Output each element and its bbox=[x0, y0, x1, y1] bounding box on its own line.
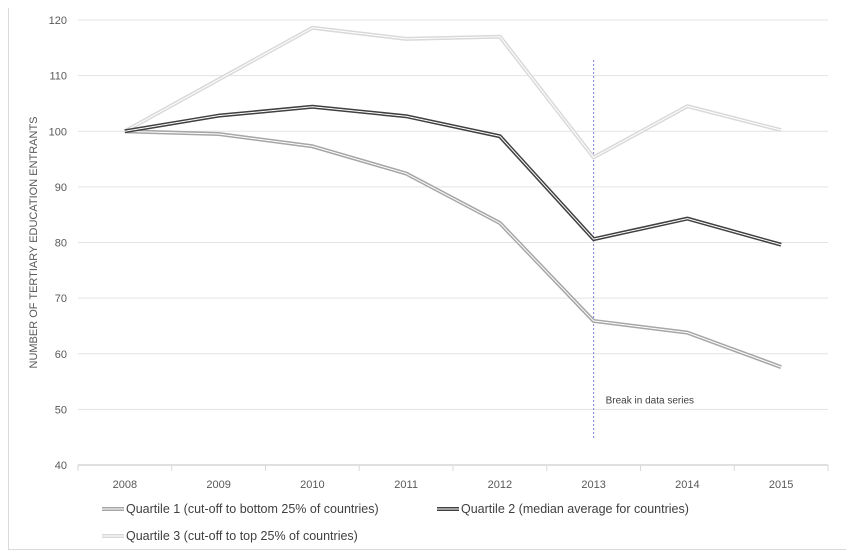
y-tick-label: 120 bbox=[49, 15, 67, 27]
y-tick-label: 100 bbox=[49, 126, 67, 138]
y-tick-label: 70 bbox=[55, 293, 67, 305]
legend: Quartile 1 (cut-off to bottom 25% of cou… bbox=[102, 502, 689, 543]
series-1 bbox=[124, 129, 782, 369]
legend-item: Quartile 3 (cut-off to top 25% of countr… bbox=[102, 529, 358, 543]
y-tick-labels: 40 50 60 70 80 90 100 110 120 bbox=[49, 15, 67, 472]
y-tick-label: 90 bbox=[55, 182, 67, 194]
chart-frame bbox=[8, 8, 846, 550]
x-tick-label: 2013 bbox=[581, 479, 605, 491]
x-tick-label: 2010 bbox=[300, 479, 324, 491]
series-2 bbox=[124, 104, 782, 247]
legend-label: Quartile 3 (cut-off to top 25% of countr… bbox=[126, 529, 358, 543]
legend-label: Quartile 2 (median average for countries… bbox=[461, 502, 689, 516]
gridlines bbox=[77, 19, 829, 471]
legend-label: Quartile 1 (cut-off to bottom 25% of cou… bbox=[126, 502, 379, 516]
series-lines bbox=[123, 25, 782, 369]
legend-item: Quartile 2 (median average for countries… bbox=[437, 502, 689, 516]
x-tick-label: 2011 bbox=[394, 479, 418, 491]
x-tick-label: 2014 bbox=[675, 479, 699, 491]
series-line-inner bbox=[124, 106, 782, 246]
series-3 bbox=[123, 25, 782, 160]
y-tick-label: 40 bbox=[55, 460, 67, 472]
break-annotation-text: Break in data series bbox=[606, 395, 694, 406]
y-tick-label: 110 bbox=[49, 71, 67, 83]
y-tick-label: 60 bbox=[55, 349, 67, 361]
x-tick-label: 2012 bbox=[488, 479, 512, 491]
x-tick-label: 2009 bbox=[206, 479, 230, 491]
y-tick-label: 50 bbox=[55, 404, 67, 416]
series-line bbox=[123, 25, 782, 160]
x-tick-labels: 2008 2009 2010 2011 2012 2013 2014 2015 bbox=[113, 479, 794, 491]
series-line-inner bbox=[124, 27, 782, 158]
x-tick-label: 2015 bbox=[769, 479, 793, 491]
break-annotation: Break in data series bbox=[593, 60, 694, 439]
y-tick-label: 80 bbox=[55, 238, 67, 250]
legend-item: Quartile 1 (cut-off to bottom 25% of cou… bbox=[102, 502, 379, 516]
series-line-inner bbox=[124, 130, 782, 368]
x-tick-label: 2008 bbox=[113, 479, 137, 491]
series-line bbox=[124, 104, 782, 247]
y-axis-title: NUMBER OF TERTIARY EDUCATION ENTRANTS bbox=[28, 116, 40, 368]
